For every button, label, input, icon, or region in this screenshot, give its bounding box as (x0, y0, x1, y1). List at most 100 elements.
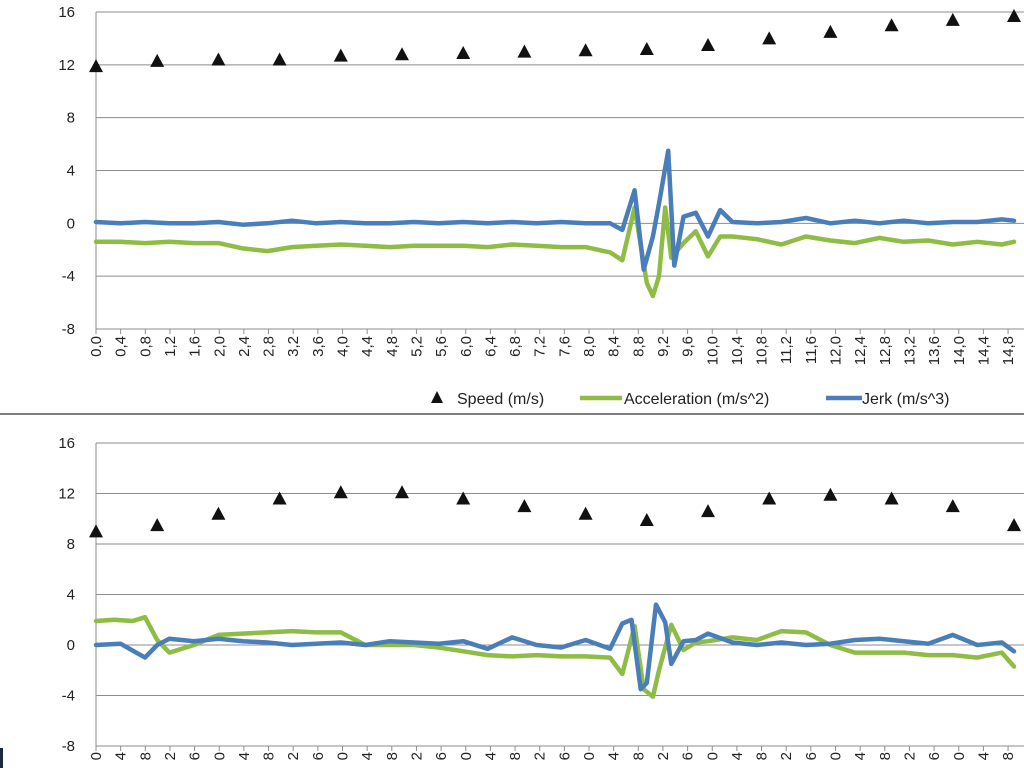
y-tick-label: -8 (62, 321, 75, 338)
x-tick-label: 0 (581, 752, 598, 760)
x-tick-label: 8,4 (606, 336, 623, 357)
x-tick-label: 4,0 (335, 336, 352, 357)
speed-marker (89, 524, 103, 538)
speed-marker (701, 504, 715, 518)
x-tick-label: 2 (655, 752, 672, 760)
x-tick-label: 3,2 (285, 336, 302, 357)
x-tick-label: 4,4 (359, 336, 376, 357)
x-tick-label: 7,2 (532, 336, 549, 357)
x-tick-label: 6 (187, 752, 204, 760)
y-tick-label: 16 (58, 4, 75, 21)
x-tick-label: 0 (828, 752, 845, 760)
x-tick-label: 8 (507, 752, 524, 760)
x-tick-label: 0 (951, 752, 968, 760)
x-tick-label: 13,6 (926, 336, 943, 365)
legend: Speed (m/s) Acceleration (m/s^2) Jerk (m/s… (431, 391, 950, 408)
speed-marker (517, 44, 532, 58)
x-tick-label: 0 (704, 752, 721, 760)
speed-marker (578, 506, 593, 520)
x-tick-label: 2 (162, 752, 179, 760)
x-tick-label: 6 (556, 752, 573, 760)
x-tick-label: 0 (88, 752, 105, 760)
speed-marker (272, 52, 287, 66)
speed-marker (89, 59, 103, 73)
speed-marker (395, 47, 409, 61)
chart-top: 16 12 8 4 0 -4 -8 0,0 0,4 0,8 1,2 1,6 2,0 2,4 2,8 3,2 3… (58, 4, 1024, 408)
x-tick-label: 4 (975, 752, 992, 760)
x-tick-label: 2 (778, 752, 795, 760)
x-tick-label: 0,4 (113, 336, 130, 357)
x-tick-label: 0,8 (137, 336, 154, 357)
x-tick-label: 4 (729, 752, 746, 760)
speed-marker (823, 487, 838, 501)
x-tick-label: 2,0 (211, 336, 228, 357)
x-tick-label: 6 (680, 752, 697, 760)
speed-marker (762, 491, 777, 505)
x-tick-label: 4 (236, 752, 253, 760)
y-tick-label: 12 (58, 57, 75, 74)
y-tick-label: 8 (67, 110, 75, 127)
x-tick-label: 11,6 (803, 336, 820, 364)
x-tick-label: 8 (137, 752, 154, 760)
legend-jerk-label: Jerk (m/s^3) (862, 391, 950, 408)
x-tick-label: 2,4 (236, 336, 253, 357)
x-tick-label: 8 (384, 752, 401, 760)
x-tick-label: 6 (310, 752, 327, 760)
y-tick-label: -8 (62, 738, 75, 755)
x-tick-label: 1,6 (187, 336, 204, 357)
x-tick-label: 7,6 (556, 336, 573, 357)
y-tick-label: 16 (58, 435, 75, 452)
x-tick-label: 12,8 (877, 336, 894, 365)
x-tick-label: 3,6 (310, 336, 327, 357)
legend-speed-marker (431, 391, 443, 403)
x-tick-label: 4 (852, 752, 869, 760)
speed-marker (639, 513, 654, 527)
x-tick-label: 14,8 (1000, 336, 1017, 365)
window-edge (0, 748, 3, 768)
speed-marker (456, 491, 471, 505)
x-tick-label: 6 (926, 752, 943, 760)
x-tick-label: 2 (532, 752, 549, 760)
y-tick-label: 4 (67, 163, 75, 180)
acceleration-line (93, 205, 1017, 299)
x-tick-label: 9,6 (680, 336, 697, 357)
speed-marker (333, 485, 348, 499)
x-tick-label: 0 (211, 752, 228, 760)
x-tick-label: 2 (901, 752, 918, 760)
x-tick-label: 0 (335, 752, 352, 760)
speed-marker (1007, 8, 1021, 22)
x-tick-label: 0 (458, 752, 475, 760)
x-tick-label: 8 (877, 752, 894, 760)
x-tick-label: 8,8 (630, 336, 647, 357)
speed-marker (517, 499, 532, 513)
x-tick-label: 4 (359, 752, 376, 760)
y-tick-label: 0 (67, 215, 75, 232)
jerk-line (93, 148, 1017, 272)
speed-marker (333, 48, 348, 62)
x-tick-label: 4 (482, 752, 499, 760)
speed-marker (823, 24, 838, 38)
speed-marker (456, 45, 471, 59)
x-tick-label: 6 (803, 752, 820, 760)
legend-acceleration-label: Acceleration (m/s^2) (624, 391, 769, 408)
speed-marker (395, 485, 409, 499)
y-tick-label: 4 (67, 587, 75, 604)
y-tick-label: -4 (62, 688, 75, 705)
speed-marker (150, 53, 165, 67)
speed-marker (945, 12, 960, 26)
x-tick-label: 9,2 (655, 336, 672, 357)
x-tick-label: 4 (606, 752, 623, 760)
x-tick-label: 8 (261, 752, 278, 760)
x-tick-label: 6,8 (507, 336, 524, 357)
x-tick-label: 5,2 (408, 336, 425, 357)
y-tick-label: 12 (58, 486, 75, 503)
x-tick-label: 6 (433, 752, 450, 760)
x-tick-label: 11,2 (778, 336, 795, 364)
y-tick-label: 0 (67, 637, 75, 654)
x-tick-label: 2,8 (261, 336, 278, 357)
x-tick-label: 6,0 (458, 336, 475, 357)
x-tick-label: 14,4 (975, 336, 992, 365)
x-tick-label: 4,8 (384, 336, 401, 357)
